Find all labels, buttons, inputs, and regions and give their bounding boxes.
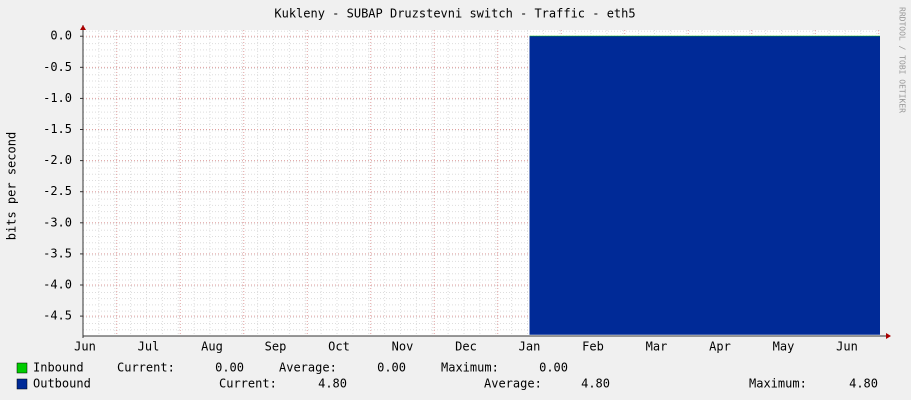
x-tick-label: Dec (455, 340, 477, 354)
stat-label: Maximum: (749, 377, 807, 391)
chart-title: Kukleny - SUBAP Druzstevni switch - Traf… (274, 7, 635, 21)
area (529, 36, 880, 335)
stat-label: Current: (219, 377, 277, 391)
axes: 0.0 -0.5 -1.0 -1.5 -2.0 -2.5 -3.0 -3.5 -4.0 -4.5 J… (43, 25, 891, 354)
legend-swatch (16, 362, 28, 374)
x-tick-label: Jun (74, 340, 96, 354)
y-tick-label: -4.0 (43, 278, 72, 292)
x-tick-label: Apr (709, 340, 731, 354)
y-tick-label: -3.0 (43, 215, 72, 229)
y-tick-label: -1.5 (43, 122, 72, 136)
x-tick-label: Oct (328, 340, 350, 354)
y-tick-label: -0.5 (43, 60, 72, 74)
watermark: RRDTOOL / TOBI OETIKER (898, 7, 907, 113)
x-tick-label: Jan (519, 340, 541, 354)
y-tick-label: -2.0 (43, 153, 72, 167)
stat-value: 0.00 (539, 361, 568, 375)
x-tick-label: Jul (138, 340, 160, 354)
x-tick-label: Aug (201, 340, 223, 354)
legend-label: Outbound (33, 377, 91, 391)
x-tick-label: Jun (836, 340, 858, 354)
x-tick-label: Feb (582, 340, 604, 354)
y-tick-label: -4.5 (43, 309, 72, 323)
legend: Inbound Current: 0.00 Average: 0.00 Maximum: 0… (16, 361, 878, 391)
y-arrow (80, 25, 86, 30)
stat-label: Average: (279, 361, 337, 375)
stat-label: Current: (117, 361, 175, 375)
x-tick-label: Sep (265, 340, 287, 354)
stat-value: 0.00 (215, 361, 244, 375)
stat-label: Average: (484, 377, 542, 391)
x-tick-label: Mar (646, 340, 668, 354)
stat-value: 4.80 (849, 377, 878, 391)
legend-label: Inbound (33, 361, 84, 375)
y-tick-label: -3.5 (43, 246, 72, 260)
x-tick-label: Nov (392, 340, 414, 354)
legend-swatch (16, 378, 28, 390)
stat-value: 4.80 (581, 377, 610, 391)
stat-value: 0.00 (377, 361, 406, 375)
stat-value: 4.80 (318, 377, 347, 391)
y-tick-label: -2.5 (43, 184, 72, 198)
y-tick-label: -1.0 (43, 91, 72, 105)
y-axis-label: bits per second (5, 132, 19, 240)
y-tick-label: 0.0 (50, 29, 72, 43)
stat-label: Maximum: (441, 361, 499, 375)
x-arrow (886, 333, 891, 339)
marks (529, 35, 880, 335)
x-tick-label: May (773, 340, 795, 354)
